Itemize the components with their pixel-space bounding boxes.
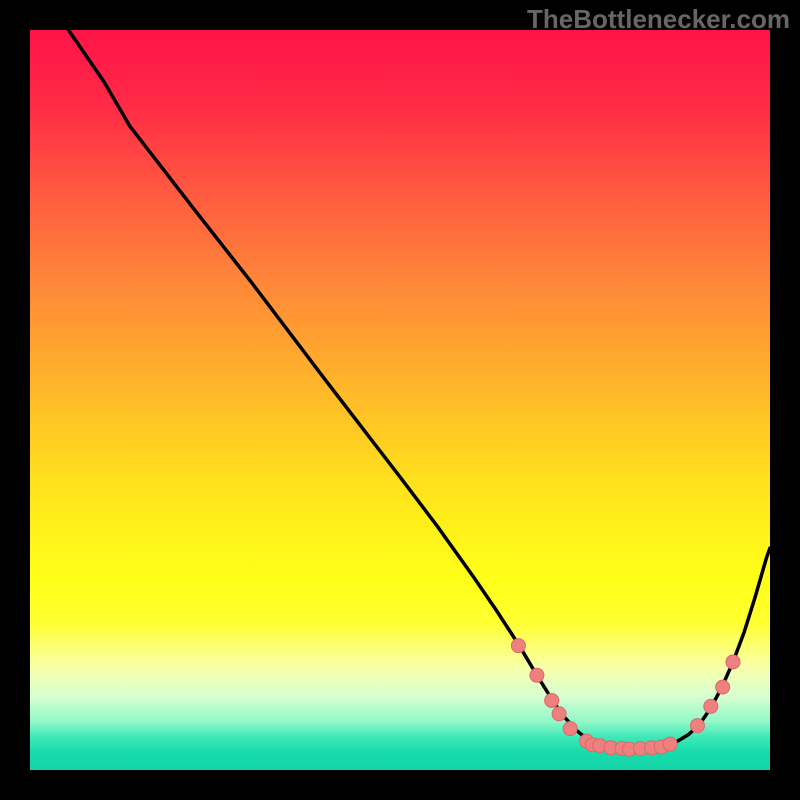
data-marker [716, 680, 730, 694]
plot-svg [30, 30, 770, 770]
data-marker [663, 737, 677, 751]
chart-stage: TheBottlenecker.com [0, 0, 800, 800]
data-marker [511, 639, 525, 653]
data-marker [690, 719, 704, 733]
data-marker [563, 722, 577, 736]
watermark-text: TheBottlenecker.com [527, 4, 790, 35]
data-marker [552, 707, 566, 721]
plot-area [30, 30, 770, 770]
data-marker [530, 668, 544, 682]
data-marker [726, 655, 740, 669]
data-marker [704, 699, 718, 713]
data-marker [545, 693, 559, 707]
